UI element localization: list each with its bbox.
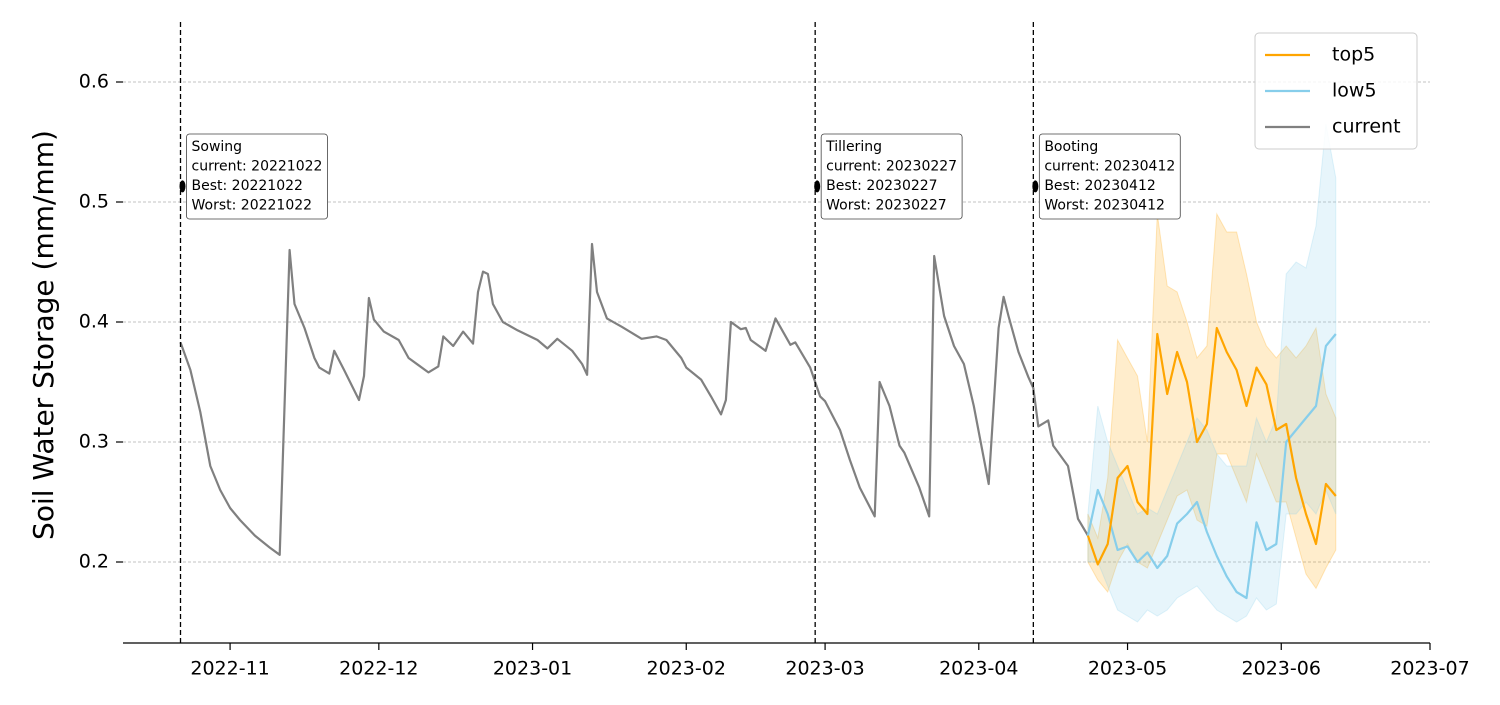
band [1087,212,1337,594]
x-tick-label: 2023-05 [1088,658,1167,680]
legend-box [1254,32,1418,150]
annotation-text: current: 20230227 [826,159,957,175]
line [179,242,1089,556]
annotation-text: Best: 20230227 [826,178,937,194]
legend-label: low5 [1332,80,1377,102]
annotation: Booting current: 20230412 Best: 20230412 Wo… [1038,133,1181,220]
annotation-text: Worst: 20221022 [192,198,313,214]
y-tick-label: 0.2 [79,551,109,573]
annotation-box [186,133,328,220]
annotation-text: Best: 20230412 [1044,178,1155,194]
band [1087,123,1337,623]
x-tick-label: 2023-03 [785,658,864,680]
stage-marker [179,180,186,193]
annotation-text: Sowing [192,139,243,155]
line [1086,333,1337,600]
x-tick-label: 2023-04 [939,658,1018,680]
y-tick-label: 0.4 [79,311,109,333]
x-tick-label: 2023-06 [1242,658,1321,680]
stage-marker [1032,180,1039,193]
annotation-text: Best: 20221022 [192,178,303,194]
legend: top5 low5 current [1254,32,1418,150]
y-axis-label: Soil Water Storage (mm/mm) [27,130,60,540]
y-tick-label: 0.5 [79,191,109,213]
x-tick-label: 2022-11 [190,658,269,680]
annotation-box [1038,133,1181,220]
x-tick-label: 2022-12 [339,658,418,680]
x-tick-label: 2023-01 [493,658,572,680]
annotation-box [820,133,963,220]
annotation-text: current: 20221022 [192,159,323,175]
annotation-text: current: 20230412 [1044,159,1175,175]
y-tick-label: 0.6 [79,71,109,93]
annotation-text: Tillering [825,139,882,155]
x-tick-label: 2023-07 [1390,658,1469,680]
annotation: Sowing current: 20221022 Best: 20221022 Wor… [186,133,328,220]
line [1086,326,1337,566]
stage-marker [814,180,821,193]
annotation-text: Worst: 20230412 [1044,198,1165,214]
x-tick-label: 2023-02 [647,658,726,680]
annotation: Tillering current: 20230227 Best: 20230227… [820,133,963,220]
legend-label: current [1332,116,1401,138]
legend-label: top5 [1332,44,1375,66]
annotation-text: Worst: 20230227 [826,198,947,214]
y-tick-label: 0.3 [79,431,109,453]
annotation-text: Booting [1044,139,1098,155]
